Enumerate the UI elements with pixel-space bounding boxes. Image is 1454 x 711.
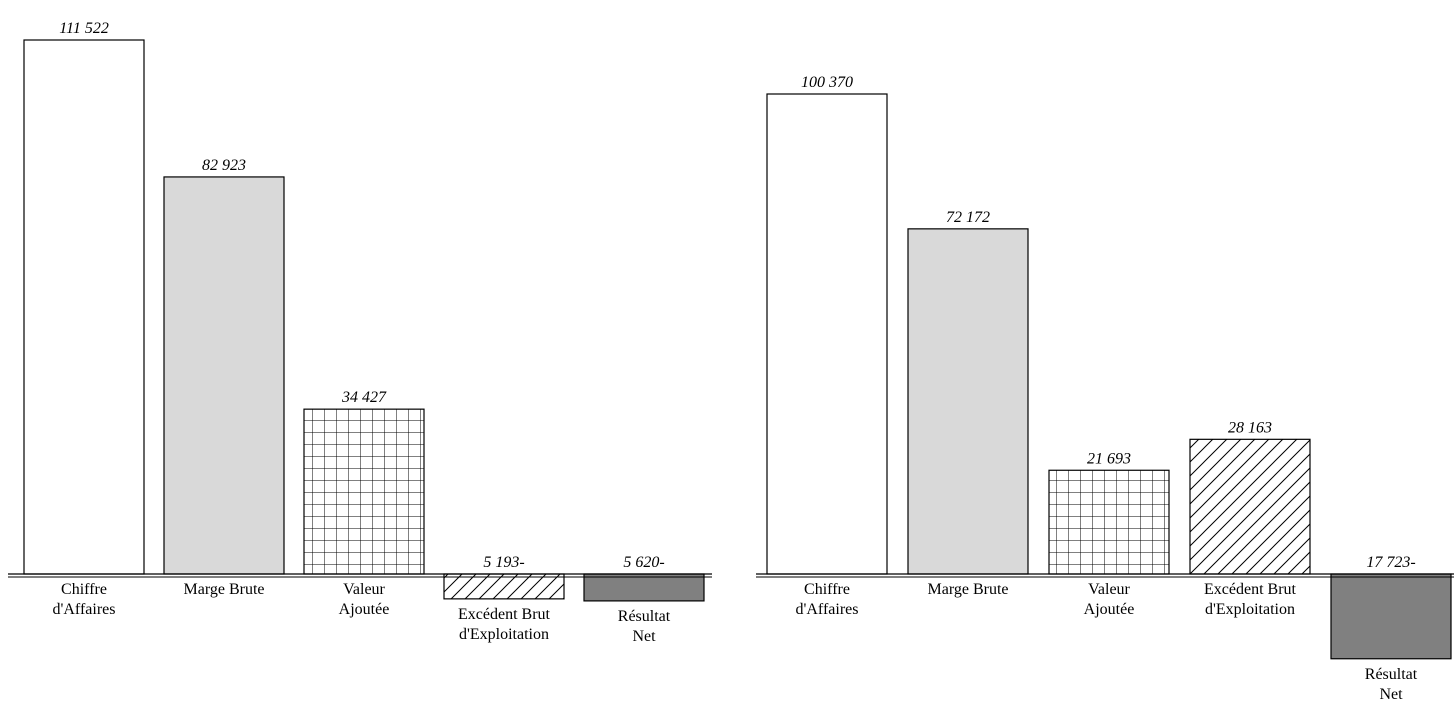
data-label-5: 5 620- — [623, 554, 664, 571]
category-label-4: Excédent Brut d'Exploitation — [458, 606, 551, 643]
category-label-5: Résultat Net — [1365, 666, 1418, 703]
category-label-5: Résultat Net — [618, 608, 671, 645]
data-label-4: 28 163 — [1228, 419, 1272, 436]
bar-4 — [443, 573, 565, 600]
bar-4 — [1189, 438, 1311, 575]
category-label-1: Chiffre d'Affaires — [52, 581, 115, 618]
bar-3 — [303, 408, 425, 575]
chart-right: 100 370 Chiffre d'Affaires 72 172 Marge Brut… — [756, 74, 1454, 703]
category-label-2: Marge Brute — [927, 581, 1008, 598]
category-label-3: Valeur Ajoutée — [1084, 581, 1135, 618]
bar-2 — [907, 228, 1029, 575]
bar-5 — [583, 573, 705, 602]
bar-1 — [23, 39, 145, 575]
bar-5 — [1330, 573, 1452, 660]
bar-2 — [163, 176, 285, 575]
category-label-2: Marge Brute — [183, 581, 264, 598]
data-label-1: 100 370 — [801, 74, 853, 91]
category-label-1: Chiffre d'Affaires — [795, 581, 858, 618]
data-label-4: 5 193- — [483, 554, 524, 571]
data-label-2: 72 172 — [946, 209, 990, 226]
data-label-2: 82 923 — [202, 157, 246, 174]
data-label-3: 21 693 — [1087, 450, 1131, 467]
data-label-3: 34 427 — [341, 389, 387, 406]
category-label-4: Excédent Brut d'Exploitation — [1204, 581, 1297, 618]
bar-3 — [1048, 469, 1170, 575]
data-label-5: 17 723- — [1366, 554, 1415, 571]
category-label-3: Valeur Ajoutée — [339, 581, 390, 618]
chart-left: 111 522 Chiffre d'Affaires 82 923 Marge Brut… — [8, 20, 712, 645]
data-label-1: 111 522 — [59, 20, 109, 37]
bar-1 — [766, 93, 888, 575]
